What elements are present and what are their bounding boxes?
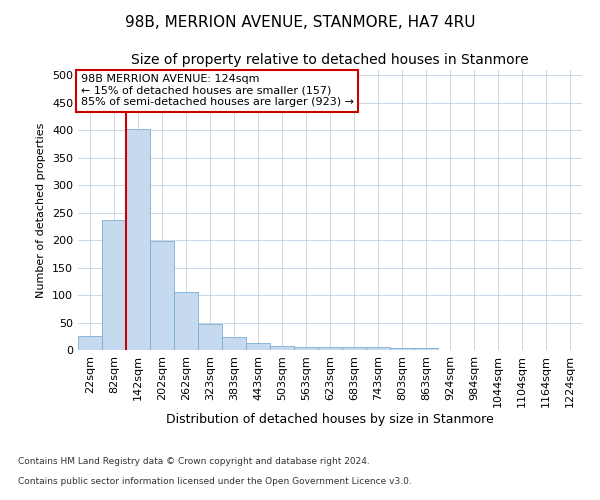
Bar [414, 348, 438, 350]
Text: 98B, MERRION AVENUE, STANMORE, HA7 4RU: 98B, MERRION AVENUE, STANMORE, HA7 4RU [125, 15, 475, 30]
Bar [318, 348, 342, 350]
Bar [366, 346, 390, 350]
Bar [222, 337, 246, 350]
X-axis label: Distribution of detached houses by size in Stanmore: Distribution of detached houses by size … [166, 412, 494, 426]
Bar [174, 292, 198, 350]
Text: Contains HM Land Registry data © Crown copyright and database right 2024.: Contains HM Land Registry data © Crown c… [18, 458, 370, 466]
Title: Size of property relative to detached houses in Stanmore: Size of property relative to detached ho… [131, 54, 529, 68]
Bar [150, 242, 174, 350]
Text: 98B MERRION AVENUE: 124sqm
← 15% of detached houses are smaller (157)
85% of sem: 98B MERRION AVENUE: 124sqm ← 15% of deta… [80, 74, 353, 108]
Bar [390, 348, 414, 350]
Bar [102, 220, 126, 350]
Bar [294, 348, 318, 350]
Y-axis label: Number of detached properties: Number of detached properties [37, 122, 46, 298]
Text: Contains public sector information licensed under the Open Government Licence v3: Contains public sector information licen… [18, 478, 412, 486]
Bar [198, 324, 222, 350]
Bar [126, 128, 150, 350]
Bar [78, 336, 102, 350]
Bar [342, 348, 366, 350]
Bar [246, 344, 270, 350]
Bar [270, 346, 294, 350]
